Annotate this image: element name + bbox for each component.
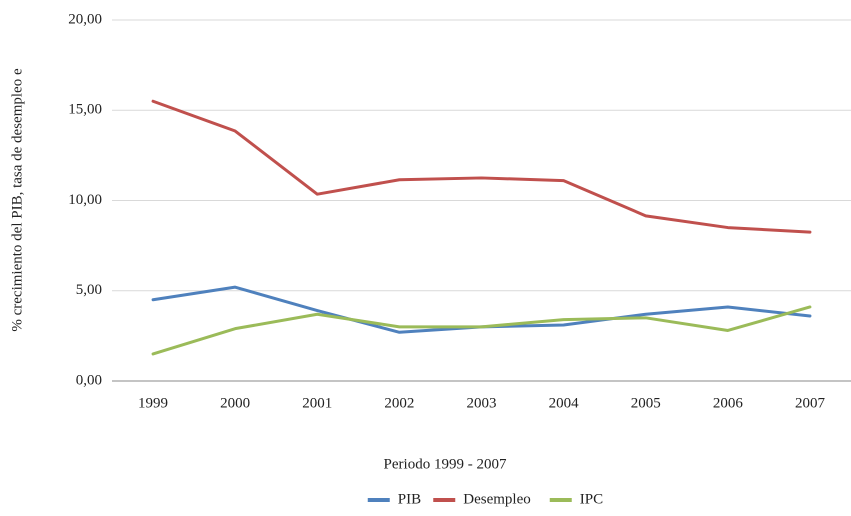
x-tick-label: 2006 bbox=[713, 395, 744, 411]
legend-label: PIB bbox=[398, 491, 421, 507]
x-tick-label: 2007 bbox=[795, 395, 826, 411]
x-tick-label: 1999 bbox=[138, 395, 168, 411]
legend-label: Desempleo bbox=[463, 491, 530, 507]
y-tick-label: 10,00 bbox=[68, 192, 102, 208]
y-axis-label: % crecimiento del PIB, tasa de desempleo… bbox=[9, 68, 25, 332]
y-tick-label: 20,00 bbox=[68, 11, 102, 27]
x-tick-label: 2000 bbox=[220, 395, 250, 411]
x-tick-label: 2005 bbox=[631, 395, 661, 411]
legend-label: IPC bbox=[580, 491, 603, 507]
x-axis-label: Periodo 1999 - 2007 bbox=[384, 456, 507, 472]
y-tick-label: 15,00 bbox=[68, 102, 102, 118]
series-line bbox=[151, 305, 812, 356]
x-tick-label: 2001 bbox=[302, 395, 332, 411]
x-tick-label: 2004 bbox=[549, 395, 580, 411]
x-tick-label: 2002 bbox=[384, 395, 414, 411]
x-tick-label: 2003 bbox=[467, 395, 497, 411]
series-line bbox=[151, 99, 812, 234]
y-tick-label: 5,00 bbox=[76, 282, 102, 298]
y-tick-label: 0,00 bbox=[76, 372, 102, 388]
